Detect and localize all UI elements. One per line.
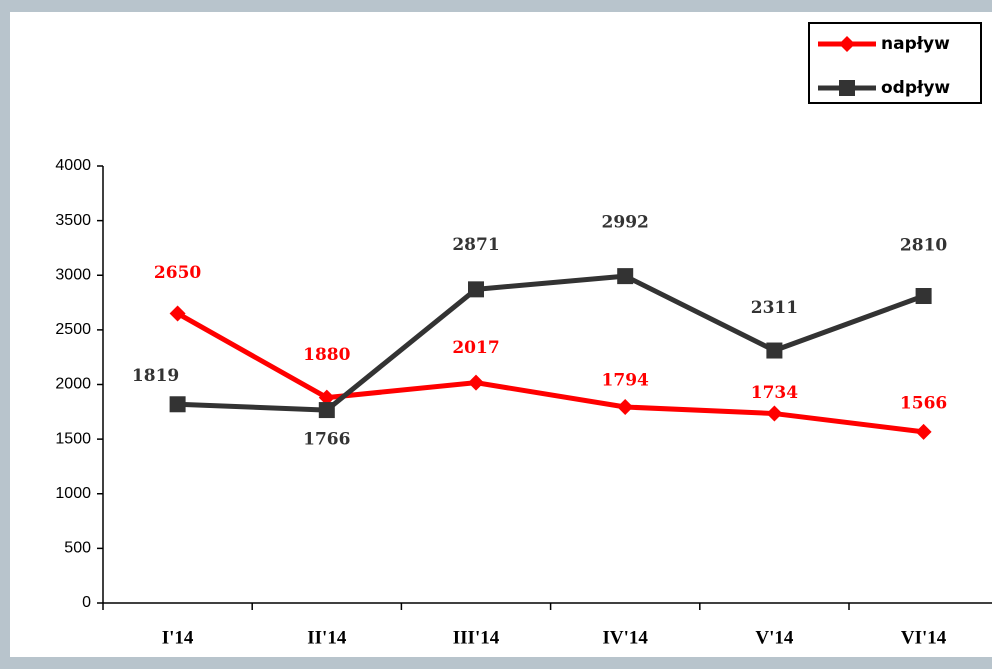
point-marker (318, 389, 335, 406)
x-tick-label: II'14 (307, 627, 347, 648)
legend-label: odpływ (881, 78, 950, 98)
point-marker (766, 405, 783, 422)
data-label: 2311 (751, 298, 798, 318)
data-label: 1566 (900, 393, 947, 413)
y-tick-label: 3000 (55, 266, 91, 283)
x-tick-label: I'14 (162, 627, 194, 648)
x-tick-label: VI'14 (901, 627, 947, 648)
point-marker (468, 374, 484, 391)
data-label: 2992 (602, 213, 649, 233)
data-label: 2650 (154, 263, 201, 283)
y-tick-label: 2500 (55, 321, 91, 338)
point-marker (915, 423, 932, 440)
legend-marker (839, 80, 855, 96)
x-tick-label: III'14 (453, 627, 500, 648)
point-marker (617, 399, 634, 416)
point-marker (468, 281, 484, 298)
data-label: 2810 (900, 236, 947, 256)
y-tick-label: 4000 (55, 157, 91, 174)
point-marker (915, 288, 932, 305)
point-marker (169, 305, 186, 322)
legend-marker (839, 36, 855, 52)
point-marker (766, 342, 783, 359)
data-label: 2017 (452, 338, 499, 358)
y-tick-label: 2000 (55, 376, 91, 393)
point-marker (169, 396, 186, 413)
chart-background (10, 12, 992, 657)
data-label: 1794 (602, 371, 649, 391)
y-tick-label: 0 (82, 594, 91, 611)
data-label: 1819 (132, 366, 179, 386)
x-tick-label: V'14 (755, 627, 794, 648)
x-tick-label: IV'14 (602, 627, 648, 648)
point-marker (318, 402, 335, 419)
data-label: 1880 (303, 345, 350, 365)
legend-label: napływ (881, 34, 950, 54)
y-tick-label: 1500 (55, 430, 91, 447)
y-tick-label: 1000 (55, 485, 91, 502)
series-line (176, 311, 924, 435)
data-label: 2871 (452, 235, 499, 255)
y-tick-label: 500 (64, 540, 91, 557)
y-tick-label: 3500 (55, 212, 91, 229)
point-marker (617, 268, 634, 285)
series-line (177, 273, 925, 413)
data-label: 1734 (751, 383, 798, 403)
data-label: 1766 (303, 430, 350, 450)
